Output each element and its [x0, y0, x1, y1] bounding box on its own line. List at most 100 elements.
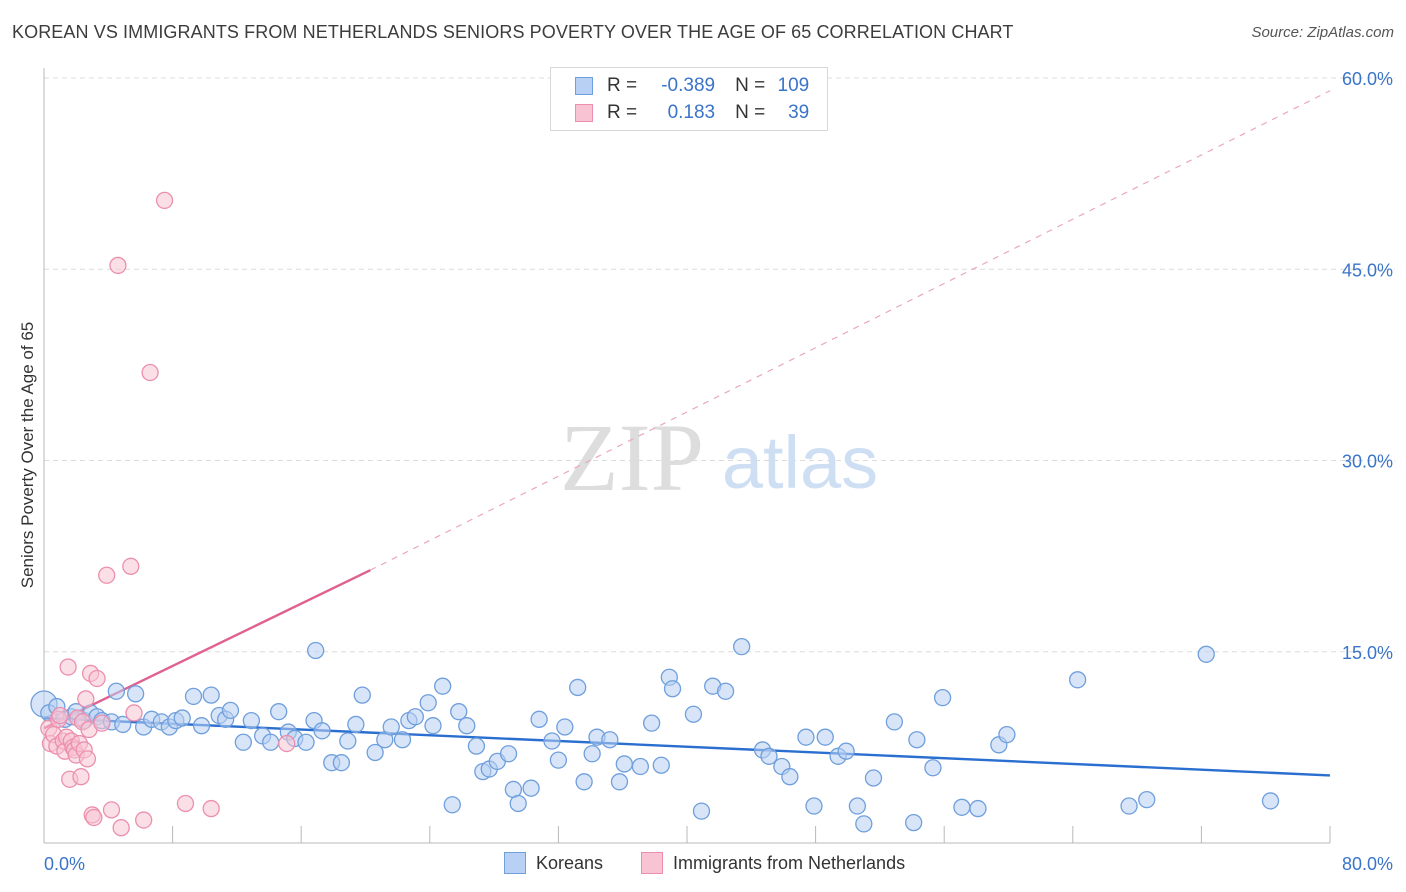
netherlands-swatch	[575, 104, 593, 122]
netherlands-trend-line-extension	[370, 90, 1331, 571]
netherlands-point	[51, 706, 69, 725]
korean-point	[1120, 797, 1138, 815]
korean-point	[797, 728, 815, 746]
korean-point	[652, 756, 670, 774]
korean-point	[114, 715, 132, 734]
netherlands-point	[88, 669, 106, 688]
korean-point	[610, 773, 629, 791]
r-label: R =	[607, 102, 638, 123]
korean-point	[353, 686, 371, 704]
tick-labels: 15.0% 30.0% 45.0% 60.0% 0.0% 80.0%	[44, 69, 1393, 874]
korean-point	[905, 813, 923, 832]
korean-point	[885, 713, 904, 731]
korean-point	[760, 747, 778, 765]
korean-point	[1068, 671, 1087, 689]
legend-row-netherlands: R = 0.183 N = 39	[575, 100, 809, 126]
netherlands-swatch	[641, 852, 663, 874]
korean-point	[816, 728, 834, 746]
korean-point	[126, 685, 145, 703]
korean-point	[543, 732, 561, 750]
netherlands-point	[77, 690, 95, 708]
korean-point	[953, 798, 971, 816]
korean-point	[615, 755, 633, 773]
koreans-points	[30, 638, 1280, 833]
y-tick-label: 45.0%	[1342, 260, 1393, 280]
trend-lines	[43, 90, 1331, 777]
grid-lines	[44, 77, 1395, 653]
koreans-swatch	[504, 852, 526, 874]
korean-point	[434, 677, 452, 695]
source-credit: Source: ZipAtlas.com	[1251, 24, 1394, 41]
n-value: 109	[777, 75, 810, 96]
korean-point	[424, 717, 442, 735]
korean-point	[173, 709, 191, 727]
korean-point	[733, 638, 751, 656]
korean-point	[270, 703, 288, 721]
korean-point	[347, 715, 365, 734]
korean-point	[1261, 792, 1280, 810]
korean-point	[969, 799, 987, 818]
y-tick-label: 30.0%	[1342, 452, 1393, 472]
korean-point	[855, 815, 873, 833]
watermark-atlas: atlas	[722, 421, 878, 504]
legend-label: Immigrants from Netherlands	[673, 852, 906, 873]
netherlands-point	[109, 256, 127, 275]
n-value: 39	[788, 102, 810, 123]
korean-point	[332, 754, 351, 772]
netherlands-points	[40, 191, 296, 837]
korean-point	[393, 731, 412, 749]
korean-point	[556, 718, 574, 736]
netherlands-point	[278, 734, 296, 753]
netherlands-point	[93, 714, 111, 732]
korean-point	[848, 797, 867, 815]
korean-point	[107, 682, 125, 700]
korean-point	[1138, 791, 1156, 809]
netherlands-point	[98, 566, 116, 584]
netherlands-trend-line	[43, 569, 371, 730]
korean-point	[339, 732, 357, 750]
netherlands-point	[72, 768, 90, 786]
korean-point	[467, 737, 486, 755]
netherlands-point	[112, 819, 130, 837]
koreans-swatch	[575, 77, 593, 95]
korean-point	[837, 742, 855, 760]
korean-point	[297, 733, 315, 751]
korean-point	[307, 641, 325, 660]
netherlands-point	[176, 794, 195, 813]
netherlands-point	[202, 799, 220, 818]
korean-point	[933, 689, 952, 707]
x-tick-label: 0.0%	[44, 854, 85, 874]
korean-point	[631, 757, 650, 776]
watermark: ZIP atlas	[560, 404, 878, 511]
korean-point	[642, 714, 661, 732]
korean-point	[184, 687, 203, 706]
y-tick-label: 15.0%	[1342, 643, 1393, 663]
korean-point	[522, 779, 540, 797]
korean-point	[569, 678, 587, 697]
korean-point	[221, 701, 240, 720]
korean-point	[684, 705, 703, 723]
korean-point	[805, 797, 823, 815]
r-label: R =	[607, 75, 638, 96]
korean-point	[549, 751, 568, 769]
chart-title: KOREAN VS IMMIGRANTS FROM NETHERLANDS SE…	[12, 22, 1014, 42]
korean-point	[908, 731, 926, 749]
korean-point	[601, 731, 619, 749]
legend-label: Koreans	[536, 852, 604, 873]
korean-point	[262, 733, 280, 751]
legend-item-netherlands: Immigrants from Netherlands	[641, 852, 905, 874]
korean-point	[575, 773, 593, 791]
netherlands-point	[122, 557, 140, 575]
netherlands-point	[135, 811, 153, 829]
korean-point	[530, 710, 548, 728]
korean-point	[583, 745, 601, 763]
x-tick-label: 80.0%	[1342, 854, 1393, 874]
korean-point	[202, 686, 220, 704]
netherlands-point	[85, 808, 103, 827]
korean-point	[242, 711, 261, 730]
correlation-legend: R = -0.389 N = 109 R = 0.183 N = 39	[550, 67, 828, 131]
korean-point	[450, 703, 468, 721]
legend-row-koreans: R = -0.389 N = 109	[575, 73, 809, 99]
korean-point	[998, 725, 1016, 744]
